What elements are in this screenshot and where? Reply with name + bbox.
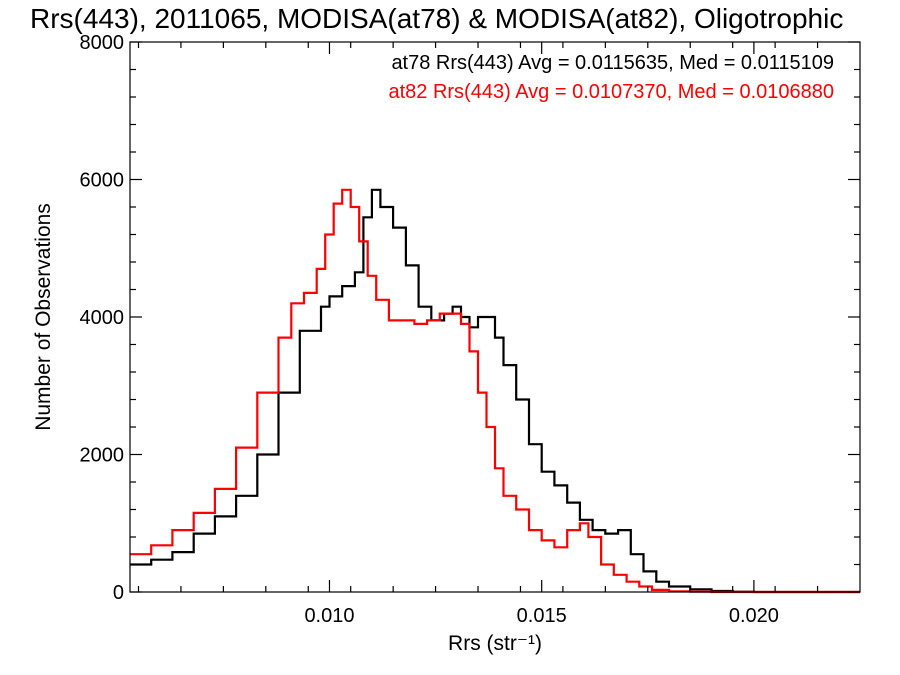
y-axis: 0 2000 4000 6000 8000 [80,32,860,604]
annotation-at78: at78 Rrs(443) Avg = 0.0115635, Med = 0.0… [391,52,834,74]
y-axis-label: Number of Observations [32,203,55,431]
x-tick-label: 0.010 [304,605,354,627]
y-tick-label: 6000 [80,170,125,192]
x-tick-label: 0.015 [517,605,567,627]
y-tick-label: 4000 [80,307,125,329]
chart-title: Rrs(443), 2011065, MODISA(at78) & MODISA… [30,3,843,34]
y-tick-label: 0 [113,582,124,604]
x-tick-label: 0.020 [729,605,779,627]
y-tick-label: 8000 [80,32,125,54]
x-axis-label: Rrs (str⁻¹) [448,632,542,655]
series-layer [130,188,860,594]
y-tick-label: 2000 [80,445,125,467]
series-line-1 [130,188,860,594]
annotation-at82: at82 Rrs(443) Avg = 0.0107370, Med = 0.0… [388,81,834,103]
x-axis: 0.010 0.015 0.020 [137,42,819,627]
series-line-0 [130,188,860,594]
